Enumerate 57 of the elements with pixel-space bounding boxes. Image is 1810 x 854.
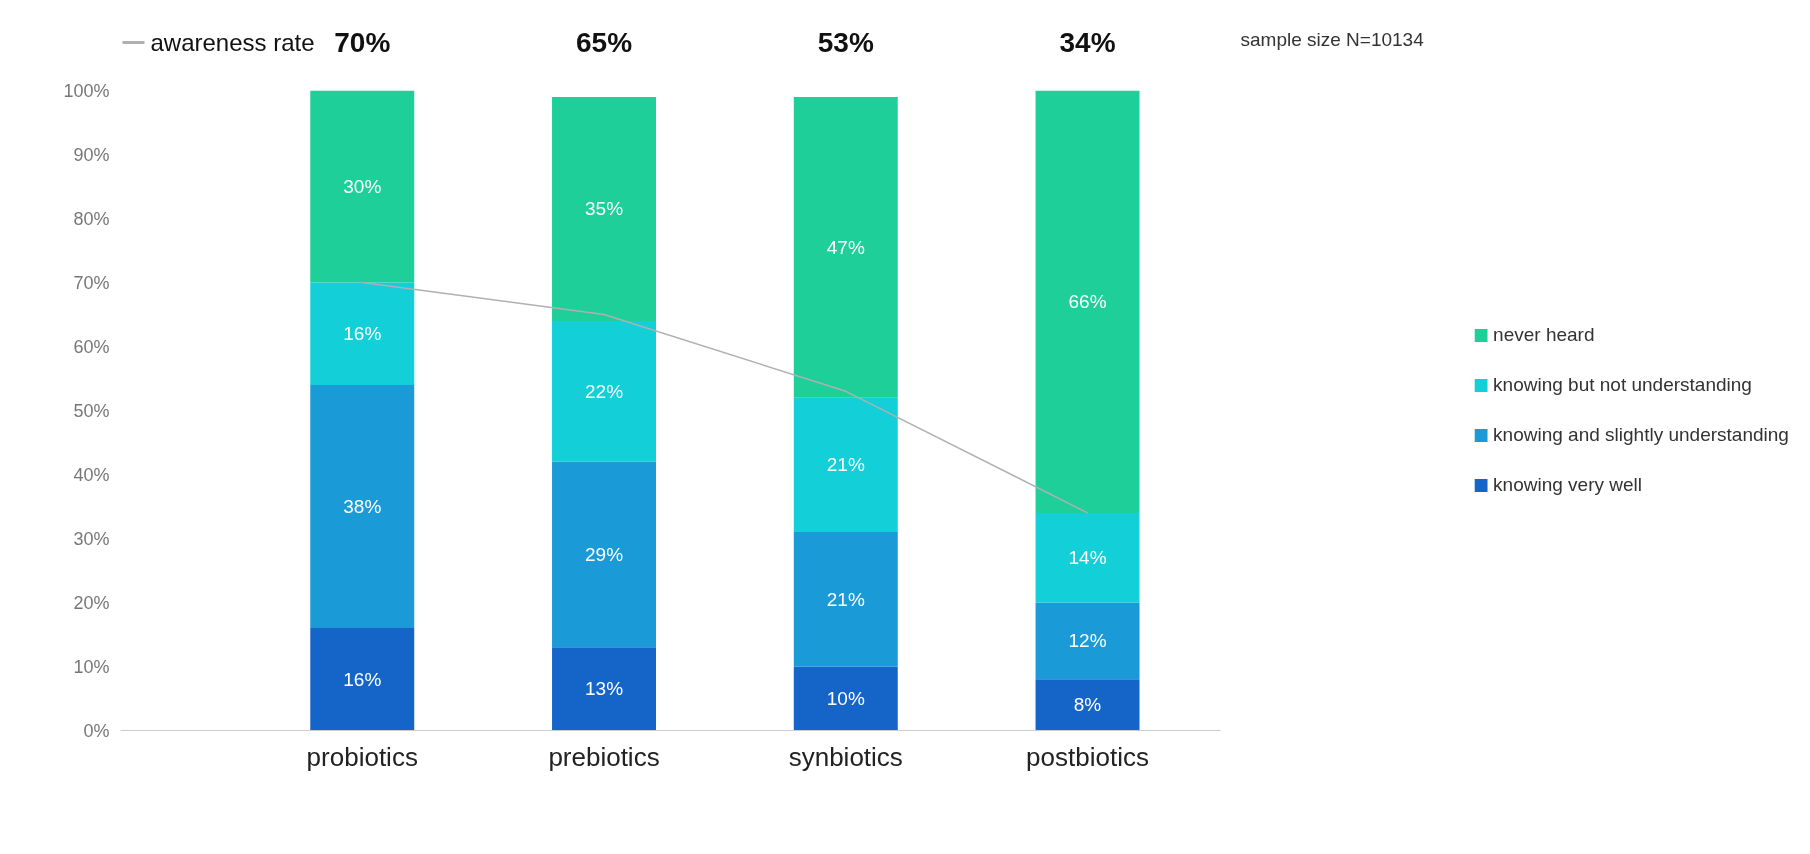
y-tick-label: 0% [83, 720, 110, 741]
legend-label: never heard [1493, 324, 1595, 346]
data-label: 38% [343, 496, 382, 517]
bar [1035, 512, 1140, 603]
bar [1035, 602, 1140, 680]
y-tick-label: 90% [73, 144, 110, 165]
bar [310, 282, 415, 385]
data-label: 16% [343, 323, 382, 345]
bar [552, 647, 656, 731]
bar [552, 320, 656, 462]
data-label: 35% [585, 198, 624, 220]
data-label: 65% [576, 27, 633, 58]
bar [793, 397, 898, 533]
data-label: 21% [826, 588, 865, 610]
text: sample size N=10134 [1240, 28, 1425, 50]
y-tick-label: 30% [73, 528, 110, 549]
data-label: 22% [585, 380, 624, 402]
data-label: 12% [1068, 630, 1107, 652]
legend-label: knowing and slightly understanding [1493, 424, 1789, 446]
data-label: 16% [343, 668, 382, 690]
legend-label: knowing very well [1493, 474, 1643, 496]
data-label: 47% [826, 236, 865, 258]
data-label: 14% [1068, 547, 1107, 569]
legend-label: awareness rate [150, 29, 315, 56]
y-tick-label: 70% [73, 272, 110, 293]
x-tick-label: probiotics [306, 741, 418, 772]
x-tick-label: synbiotics [788, 741, 903, 772]
data-label: 29% [585, 544, 624, 565]
y-tick-label: 20% [73, 592, 110, 613]
bar [793, 532, 898, 667]
y-tick-label: 100% [63, 80, 110, 101]
data-label: 13% [585, 678, 624, 700]
data-label: 53% [817, 27, 874, 58]
bar [793, 96, 898, 398]
bar [552, 96, 656, 321]
bar [552, 461, 656, 648]
data-label: 10% [826, 688, 865, 709]
data-label: 70% [334, 27, 391, 58]
bar [1035, 679, 1140, 731]
x-tick-label: postbiotics [1026, 741, 1149, 772]
y-tick-label: 80% [73, 208, 110, 229]
y-tick-label: 40% [73, 464, 110, 485]
legend-label: knowing but not understanding [1493, 374, 1752, 396]
data-label: 8% [1073, 694, 1102, 716]
y-tick-label: 60% [73, 336, 110, 357]
bar [310, 628, 415, 731]
bar [1035, 90, 1140, 513]
y-tick-label: 10% [73, 656, 110, 677]
x-tick-label: prebiotics [548, 741, 660, 772]
y-tick-label: 50% [73, 400, 110, 421]
data-label: 34% [1059, 27, 1116, 58]
data-label: 21% [826, 454, 865, 476]
bar [793, 666, 898, 731]
data-label: 66% [1068, 291, 1107, 313]
bar [310, 90, 415, 283]
bar [310, 384, 415, 629]
data-label: 30% [343, 176, 382, 197]
